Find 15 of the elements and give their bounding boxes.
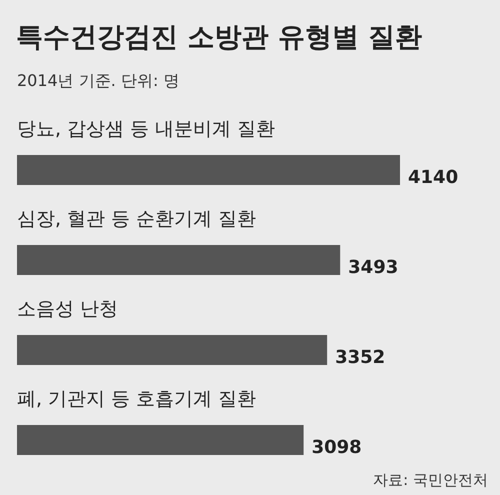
data-label: 3493 (348, 257, 398, 278)
bar (17, 335, 328, 365)
chart-subtitle: 2014년 기준. 단위: 명 (17, 71, 180, 90)
y-tick-label: 당뇨, 갑상샘 등 내분비계 질환 (17, 118, 276, 140)
y-tick-label: 심장, 혈관 등 순환기계 질환 (17, 208, 256, 230)
data-label: 3098 (312, 437, 362, 458)
chart-title: 특수건강검진 소방관 유형별 질환 (16, 22, 422, 53)
y-tick-label: 소음성 난청 (17, 298, 118, 320)
text: 자료: 국민안전처 (373, 471, 488, 489)
bar (17, 425, 304, 455)
bar (17, 245, 340, 275)
y-tick-label: 폐, 기관지 등 호흡기계 질환 (17, 388, 256, 410)
data-label: 4140 (408, 167, 458, 188)
data-label: 3352 (335, 347, 386, 368)
bar (17, 155, 400, 185)
